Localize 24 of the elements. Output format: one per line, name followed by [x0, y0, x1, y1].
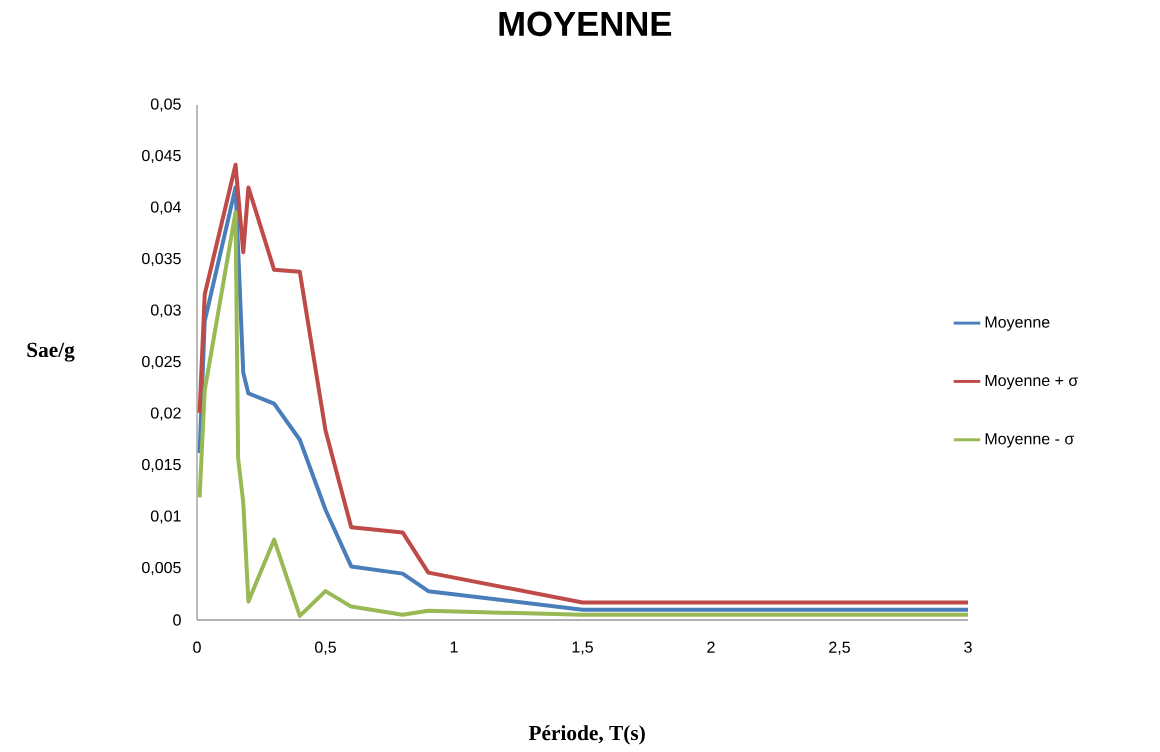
- x-tick-label: 1,5: [572, 641, 593, 655]
- y-tick-label: 0,02: [150, 407, 181, 421]
- legend-label: Moyenne + σ: [985, 374, 1079, 390]
- x-tick-label: 2,5: [829, 641, 850, 655]
- y-tick-label: 0,035: [142, 252, 181, 267]
- y-tick-label: 0,045: [142, 149, 181, 164]
- x-axis-title: Période, T(s): [528, 725, 645, 745]
- y-tick-label: 0: [173, 614, 181, 626]
- legend-label: Moyenne: [985, 316, 1050, 331]
- y-tick-label: 0,005: [142, 561, 181, 576]
- x-tick-label: 0,5: [315, 641, 336, 655]
- y-tick-label: 0,01: [150, 510, 181, 524]
- chart-title: MOYENNE: [499, 11, 672, 37]
- y-tick-label: 0,04: [150, 201, 181, 215]
- y-axis-title: Sae/g: [27, 342, 75, 362]
- y-tick-label: 0,03: [150, 304, 181, 318]
- y-tick-label: 0,05: [150, 98, 181, 112]
- y-tick-label: 0,015: [142, 458, 181, 473]
- legend-label: Moyenne - σ: [985, 433, 1075, 448]
- x-tick-label: 0: [193, 641, 201, 653]
- y-tick-label: 0,025: [142, 355, 181, 370]
- x-tick-label: 2: [707, 641, 715, 653]
- x-tick-label: 3: [964, 641, 972, 653]
- x-tick-label: 1: [450, 641, 458, 653]
